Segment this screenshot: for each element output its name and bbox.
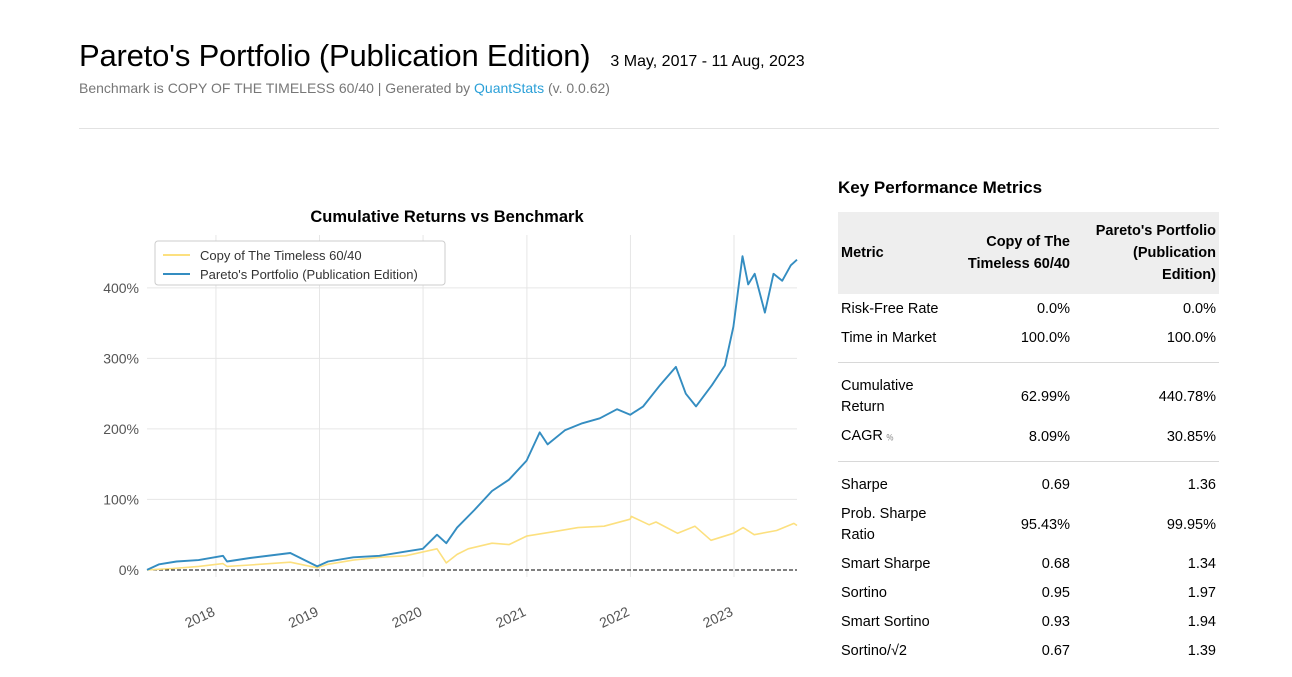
metric-label: CAGR	[841, 428, 883, 444]
metrics-table: Metric Copy of The Timeless 60/40 Pareto…	[838, 212, 1219, 666]
strategy-value: 99.95%	[1166, 516, 1216, 533]
metric-row-sortino-sqrt2: Sortino/√2 0.67 1.39	[838, 637, 1219, 666]
y-tick-label: 100%	[103, 491, 139, 507]
metric-label-cell: CAGR ﹪	[838, 422, 952, 462]
metric-row-prob-sharpe-ratio: Prob. Sharpe Ratio 95.43% 99.95%	[838, 500, 1219, 550]
benchmark-value: 0.69	[952, 461, 1073, 500]
chart-legend: Copy of The Timeless 60/40 Pareto's Portf…	[154, 240, 446, 286]
x-axis-ticks: 2018 2019 2020 2021 2022 2023	[182, 603, 735, 631]
benchmark-value: 0.0%	[1036, 301, 1070, 317]
strategy-value: 1.39	[1187, 643, 1216, 659]
benchmark-value: 0.95	[1041, 585, 1070, 601]
y-axis-ticks: 0% 100% 200% 300% 400%	[103, 280, 139, 578]
header-divider	[79, 128, 1219, 129]
strategy-value: 0.0%	[1182, 301, 1216, 317]
series-lines	[146, 255, 798, 571]
benchmark-value: 62.99%	[952, 362, 1073, 422]
x-tick-label: 2019	[286, 603, 321, 631]
legend-box	[154, 240, 446, 286]
x-tick-label: 2021	[493, 603, 528, 631]
percent-suffix: ﹪	[884, 432, 895, 443]
title-row: Pareto's Portfolio (Publication Edition)…	[79, 38, 1219, 74]
metric-row-smart-sortino: Smart Sortino 0.93 1.94	[838, 608, 1219, 637]
cumulative-returns-chart: Cumulative Returns vs Benchmark 0% 100% 20…	[79, 195, 809, 635]
y-tick-label: 400%	[103, 280, 139, 296]
quantstats-link[interactable]: QuantStats	[474, 80, 545, 96]
benchmark-value: 8.09%	[1028, 428, 1070, 445]
benchmark-value: 95.43%	[1020, 516, 1070, 533]
metric-label: Risk-Free Rate	[841, 301, 939, 317]
benchmark-value: 100.0%	[1020, 330, 1070, 346]
strategy-value: 30.85%	[1166, 428, 1216, 445]
key-metrics-panel: Key Performance Metrics Metric Copy of T…	[838, 178, 1219, 666]
chart-svg: Cumulative Returns vs Benchmark 0% 100% 20…	[103, 208, 798, 631]
metric-column-header: Metric	[841, 245, 884, 261]
x-tick-label: 2018	[182, 603, 217, 631]
strategy-value: 1.94	[1187, 614, 1216, 630]
x-tick-label: 2020	[389, 603, 424, 631]
metric-row-cumulative-return: Cumulative Return 62.99% 440.78%	[838, 362, 1219, 422]
metric-row-sortino: Sortino 0.95 1.97	[838, 579, 1219, 608]
strategy-value: 1.36	[1073, 461, 1219, 500]
metric-label: Cumulative Return	[838, 362, 952, 422]
grid	[147, 235, 797, 577]
metric-row-time-in-market: Time in Market 100.0% 100.0%	[838, 324, 1219, 363]
strategy-line	[146, 255, 798, 571]
metric-label: Smart Sortino	[841, 614, 930, 630]
x-tick-label: 2022	[597, 603, 632, 631]
metric-label: Prob. Sharpe Ratio	[841, 506, 927, 543]
chart-title: Cumulative Returns vs Benchmark	[310, 208, 584, 226]
y-tick-label: 0%	[119, 562, 139, 578]
x-tick-label: 2023	[700, 603, 735, 631]
benchmark-value: 0.93	[1041, 614, 1070, 630]
strategy-value: 1.34	[1187, 556, 1216, 572]
strategy-value: 440.78%	[1073, 362, 1219, 422]
metric-row-risk-free-rate: Risk-Free Rate 0.0% 0.0%	[838, 294, 1219, 324]
metric-label: Sortino	[841, 585, 887, 601]
metric-label: Sortino/√2	[841, 643, 907, 659]
benchmark-text: Benchmark is COPY OF THE TIMELESS 60/40 …	[79, 80, 475, 96]
metric-label: Time in Market	[841, 330, 937, 346]
legend-label: Copy of The Timeless 60/40	[200, 248, 362, 263]
benchmark-line	[146, 515, 798, 571]
version-text: (v. 0.0.62)	[544, 80, 610, 96]
strategy-value: 1.97	[1187, 585, 1216, 601]
y-tick-label: 300%	[103, 350, 139, 366]
metrics-header-row: Metric Copy of The Timeless 60/40 Pareto…	[838, 212, 1219, 294]
date-range: 3 May, 2017 - 11 Aug, 2023	[610, 53, 805, 70]
page-title: Pareto's Portfolio (Publication Edition)	[79, 38, 591, 73]
metrics-heading: Key Performance Metrics	[838, 178, 1043, 197]
metric-row-cagr: CAGR ﹪ 8.09% 30.85%	[838, 422, 1219, 462]
strategy-value: 100.0%	[1166, 330, 1216, 346]
metric-row-sharpe: Sharpe 0.69 1.36	[838, 461, 1219, 500]
strategy-column-header: Pareto's Portfolio (Publication Edition)	[1095, 223, 1216, 283]
benchmark-column-header: Copy of The Timeless 60/40	[967, 234, 1070, 272]
report-subtitle: Benchmark is COPY OF THE TIMELESS 60/40 …	[79, 80, 1219, 96]
report-header: Pareto's Portfolio (Publication Edition)…	[79, 38, 1219, 96]
benchmark-value: 0.68	[1041, 556, 1070, 572]
benchmark-value: 0.67	[1041, 643, 1070, 659]
metric-label: Sharpe	[838, 461, 952, 500]
y-tick-label: 200%	[103, 421, 139, 437]
legend-label: Pareto's Portfolio (Publication Edition)	[200, 267, 418, 282]
metric-row-smart-sharpe: Smart Sharpe 0.68 1.34	[838, 550, 1219, 579]
metric-label: Smart Sharpe	[841, 556, 931, 572]
